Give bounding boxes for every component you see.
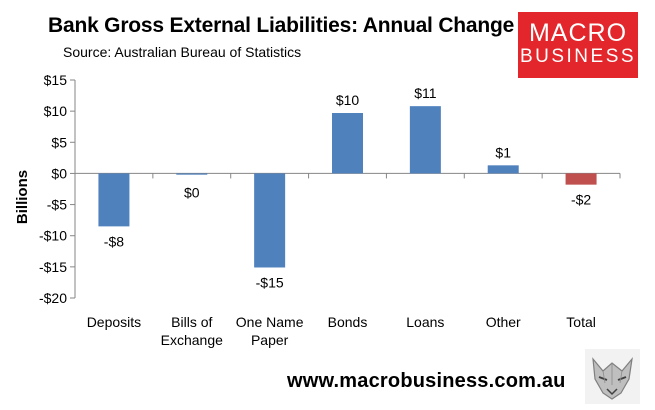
- y-tick-label: $5: [51, 134, 67, 150]
- bar[interactable]: [487, 165, 519, 174]
- chart-bars: [98, 106, 597, 268]
- bar[interactable]: [332, 113, 363, 174]
- y-tick-label: $10: [44, 103, 68, 119]
- category-label: Exchange: [161, 332, 223, 348]
- chart-axes: $15 $10 $5 $0 -$5 -$10 -$15 -$20: [39, 72, 621, 306]
- y-tick-label: -$10: [39, 228, 67, 244]
- macrobusiness-logo[interactable]: MACRO BUSINESS: [518, 12, 638, 78]
- bar[interactable]: [254, 173, 286, 268]
- website-url[interactable]: www.macrobusiness.com.au: [287, 370, 566, 392]
- category-label: Other: [486, 314, 521, 330]
- category-label: Bills of: [171, 314, 212, 330]
- y-tick-label: -$5: [47, 197, 67, 213]
- bar[interactable]: [409, 106, 441, 174]
- y-tick-label: $15: [44, 72, 68, 88]
- category-label: Paper: [251, 332, 289, 348]
- data-label: -$8: [104, 233, 124, 249]
- y-axis-title: Billions: [14, 170, 31, 224]
- chart-subtitle: Source: Australian Bureau of Statistics: [63, 44, 302, 60]
- chart-labels: -$8 Deposits $0 Bills of Exchange -$15 One Nam…: [87, 85, 596, 348]
- logo-line-2: BUSINESS: [519, 46, 637, 67]
- category-label: Loans: [406, 314, 444, 330]
- chart-title: Bank Gross External Liabilities: Annual …: [48, 14, 515, 37]
- data-label: $0: [184, 184, 200, 200]
- wolf-seal-icon: [585, 349, 640, 404]
- logo-line-1: MACRO: [528, 19, 628, 47]
- category-label: One Name: [236, 314, 304, 330]
- category-label: Total: [566, 314, 596, 330]
- data-label: -$15: [256, 274, 284, 290]
- y-tick-label: -$20: [39, 290, 67, 306]
- category-label: Deposits: [87, 314, 141, 330]
- bar[interactable]: [176, 173, 208, 175]
- data-label: $1: [495, 144, 511, 160]
- bar[interactable]: [98, 173, 130, 227]
- data-label: $11: [414, 85, 437, 101]
- y-tick-label: $0: [51, 165, 67, 181]
- data-label: -$2: [571, 192, 591, 208]
- bar[interactable]: [565, 173, 597, 185]
- y-tick-label: -$15: [39, 259, 67, 275]
- category-label: Bonds: [328, 314, 368, 330]
- data-label: $10: [336, 92, 360, 108]
